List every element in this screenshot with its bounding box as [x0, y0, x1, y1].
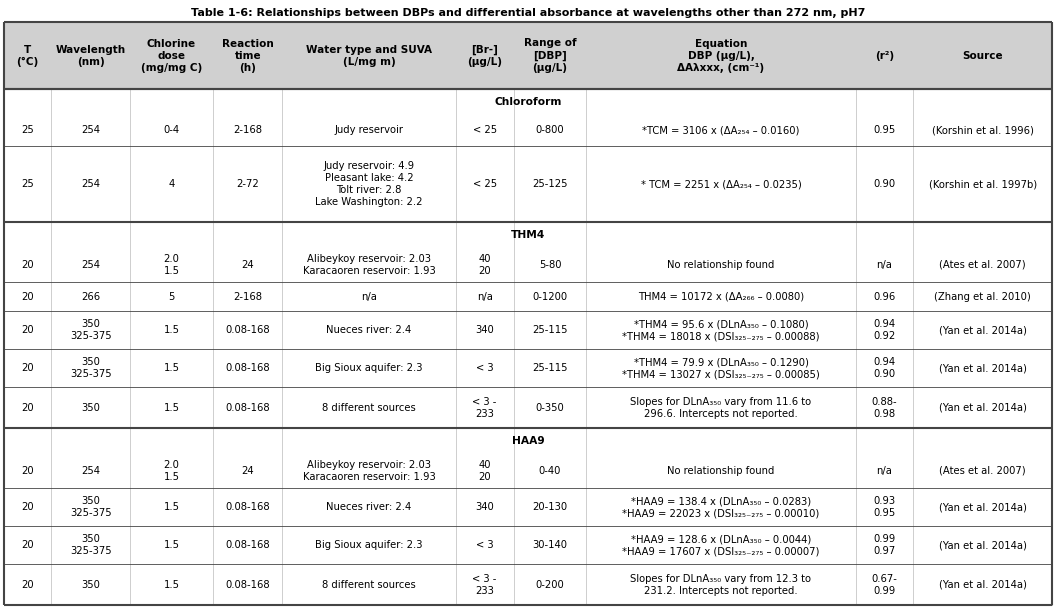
Text: Nueces river: 2.4: Nueces river: 2.4 — [326, 502, 412, 512]
Text: n/a: n/a — [361, 292, 377, 301]
Bar — [4, 247, 1052, 282]
Text: 30-140: 30-140 — [532, 540, 567, 550]
Text: 0.90: 0.90 — [873, 179, 895, 189]
Text: Judy reservoir: Judy reservoir — [335, 125, 403, 135]
Text: n/a: n/a — [876, 259, 892, 270]
Text: 1.5: 1.5 — [164, 403, 180, 413]
Bar — [4, 114, 1052, 146]
Text: 350
325-375: 350 325-375 — [70, 319, 112, 341]
Text: < 3: < 3 — [476, 540, 493, 550]
Text: Nueces river: 2.4: Nueces river: 2.4 — [326, 325, 412, 336]
Text: 0.93
0.95: 0.93 0.95 — [873, 496, 895, 518]
Bar — [4, 350, 1052, 387]
Text: < 25: < 25 — [473, 179, 496, 189]
Text: Range of
[DBP]
(μg/L): Range of [DBP] (μg/L) — [524, 38, 577, 72]
Text: (Korshin et al. 1997b): (Korshin et al. 1997b) — [928, 179, 1037, 189]
Text: 350: 350 — [81, 403, 100, 413]
Text: 20: 20 — [21, 580, 34, 590]
Text: 0.08-168: 0.08-168 — [226, 325, 270, 336]
Text: 1.5: 1.5 — [164, 540, 180, 550]
Text: Equation
DBP (μg/L),
ΔAλxxx, (cm⁻¹): Equation DBP (μg/L), ΔAλxxx, (cm⁻¹) — [677, 38, 765, 72]
Bar — [4, 488, 1052, 526]
Text: 0.94
0.90: 0.94 0.90 — [873, 357, 895, 379]
Text: 25-115: 25-115 — [532, 364, 568, 373]
Text: < 25: < 25 — [473, 125, 496, 135]
Text: Water type and SUVA
(L/mg m): Water type and SUVA (L/mg m) — [306, 44, 432, 66]
Text: HAA9: HAA9 — [512, 435, 544, 446]
Text: Alibeykoy reservoir: 2.03
Karacaoren reservoir: 1.93: Alibeykoy reservoir: 2.03 Karacaoren res… — [303, 460, 435, 482]
Text: Wavelength
(nm): Wavelength (nm) — [56, 44, 126, 66]
Text: 20-130: 20-130 — [532, 502, 567, 512]
Bar — [4, 282, 1052, 311]
Text: (Korshin et al. 1996): (Korshin et al. 1996) — [931, 125, 1034, 135]
Text: 350: 350 — [81, 580, 100, 590]
Text: *THM4 = 95.6 x (DLnA₃₅₀ – 0.1080)
*THM4 = 18018 x (DSI₃₂₅₋₂₇₅ – 0.00088): *THM4 = 95.6 x (DLnA₃₅₀ – 0.1080) *THM4 … — [622, 319, 819, 341]
Text: THM4 = 10172 x (ΔA₂₆₆ – 0.0080): THM4 = 10172 x (ΔA₂₆₆ – 0.0080) — [638, 292, 804, 301]
Text: 340: 340 — [475, 502, 494, 512]
Text: 25: 25 — [21, 125, 34, 135]
Text: 0-200: 0-200 — [535, 580, 564, 590]
Text: < 3 -
233: < 3 - 233 — [472, 396, 497, 419]
Text: (Yan et al. 2014a): (Yan et al. 2014a) — [939, 502, 1026, 512]
Text: *HAA9 = 138.4 x (DLnA₃₅₀ – 0.0283)
*HAA9 = 22023 x (DSI₃₂₅₋₂₇₅ – 0.00010): *HAA9 = 138.4 x (DLnA₃₅₀ – 0.0283) *HAA9… — [622, 496, 819, 518]
Text: 350
325-375: 350 325-375 — [70, 534, 112, 556]
Text: Alibeykoy reservoir: 2.03
Karacaoren reservoir: 1.93: Alibeykoy reservoir: 2.03 Karacaoren res… — [303, 253, 435, 275]
Text: < 3: < 3 — [476, 364, 493, 373]
Text: 25: 25 — [21, 179, 34, 189]
Bar — [4, 311, 1052, 350]
Text: 0-800: 0-800 — [535, 125, 564, 135]
Text: 0.08-168: 0.08-168 — [226, 403, 270, 413]
Text: 0.08-168: 0.08-168 — [226, 502, 270, 512]
Text: 1.5: 1.5 — [164, 364, 180, 373]
Text: Slopes for DLnA₃₅₀ vary from 11.6 to
296.6. Intercepts not reported.: Slopes for DLnA₃₅₀ vary from 11.6 to 296… — [630, 396, 811, 419]
Bar — [4, 564, 1052, 605]
Text: 24: 24 — [242, 465, 254, 476]
Bar — [4, 453, 1052, 488]
Text: 254: 254 — [81, 465, 100, 476]
Text: (Yan et al. 2014a): (Yan et al. 2014a) — [939, 580, 1026, 590]
Text: 0-350: 0-350 — [535, 403, 564, 413]
Bar — [4, 89, 1052, 114]
Text: 254: 254 — [81, 259, 100, 270]
Text: Big Sioux aquifer: 2.3: Big Sioux aquifer: 2.3 — [316, 540, 422, 550]
Text: 20: 20 — [21, 325, 34, 336]
Text: 4: 4 — [168, 179, 174, 189]
Text: (r²): (r²) — [875, 51, 894, 61]
Bar — [4, 146, 1052, 222]
Bar — [4, 222, 1052, 247]
Text: Chlorine
dose
(mg/mg C): Chlorine dose (mg/mg C) — [140, 38, 202, 72]
Text: Chloroform: Chloroform — [494, 97, 562, 107]
Text: 8 different sources: 8 different sources — [322, 580, 416, 590]
Text: 0-1200: 0-1200 — [532, 292, 567, 301]
Text: 0.08-168: 0.08-168 — [226, 364, 270, 373]
Text: 25-125: 25-125 — [532, 179, 568, 189]
Text: 0-4: 0-4 — [164, 125, 180, 135]
Text: 0-40: 0-40 — [539, 465, 561, 476]
Text: < 3 -
233: < 3 - 233 — [472, 574, 497, 596]
Text: 20: 20 — [21, 364, 34, 373]
Text: 2-72: 2-72 — [237, 179, 259, 189]
Text: 0.08-168: 0.08-168 — [226, 540, 270, 550]
Text: 0.88-
0.98: 0.88- 0.98 — [871, 396, 898, 419]
Text: 0.67-
0.99: 0.67- 0.99 — [871, 574, 898, 596]
Text: *HAA9 = 128.6 x (DLnA₃₅₀ – 0.0044)
*HAA9 = 17607 x (DSI₃₂₅₋₂₇₅ – 0.00007): *HAA9 = 128.6 x (DLnA₃₅₀ – 0.0044) *HAA9… — [622, 534, 819, 556]
Text: 0.95: 0.95 — [873, 125, 895, 135]
Text: (Yan et al. 2014a): (Yan et al. 2014a) — [939, 325, 1026, 336]
Text: 266: 266 — [81, 292, 100, 301]
Text: 350
325-375: 350 325-375 — [70, 496, 112, 518]
Text: Judy reservoir: 4.9
Pleasant lake: 4.2
Tolt river: 2.8
Lake Washington: 2.2: Judy reservoir: 4.9 Pleasant lake: 4.2 T… — [316, 161, 422, 207]
Bar — [4, 428, 1052, 453]
Bar — [4, 387, 1052, 428]
Text: 40
20: 40 20 — [478, 460, 491, 482]
Text: 20: 20 — [21, 292, 34, 301]
Text: 340: 340 — [475, 325, 494, 336]
Text: 0.96: 0.96 — [873, 292, 895, 301]
Text: 254: 254 — [81, 179, 100, 189]
Text: 20: 20 — [21, 540, 34, 550]
Text: Slopes for DLnA₃₅₀ vary from 12.3 to
231.2. Intercepts not reported.: Slopes for DLnA₃₅₀ vary from 12.3 to 231… — [630, 574, 811, 596]
Text: No relationship found: No relationship found — [667, 259, 775, 270]
Text: (Yan et al. 2014a): (Yan et al. 2014a) — [939, 540, 1026, 550]
Text: 0.99
0.97: 0.99 0.97 — [873, 534, 895, 556]
Bar — [4, 22, 1052, 89]
Text: 20: 20 — [21, 259, 34, 270]
